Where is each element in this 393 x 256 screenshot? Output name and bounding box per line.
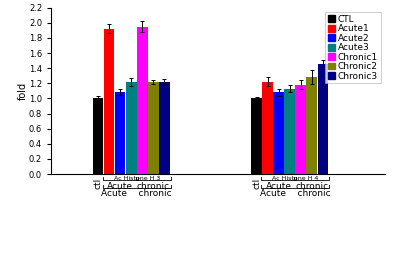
Bar	[126, 82, 136, 174]
Text: Acute    chronic: Acute chronic	[101, 189, 172, 198]
Bar	[318, 65, 328, 174]
Bar	[274, 92, 284, 174]
Text: Ac Histone H 3: Ac Histone H 3	[114, 176, 160, 180]
Bar	[252, 99, 262, 174]
Text: Ac Histone H 4: Ac Histone H 4	[272, 176, 318, 180]
Text: chronic: chronic	[295, 182, 328, 191]
Text: Acute: Acute	[266, 182, 292, 191]
Text: Acute: Acute	[107, 182, 133, 191]
Bar	[307, 77, 317, 174]
Text: chronic: chronic	[137, 182, 170, 191]
Bar	[263, 82, 273, 174]
Bar	[115, 92, 125, 174]
Bar	[93, 99, 103, 174]
Bar	[137, 27, 147, 174]
Bar	[104, 29, 114, 174]
Bar	[148, 82, 158, 174]
Bar	[285, 89, 295, 174]
Bar	[296, 85, 306, 174]
Legend: CTL, Acute1, Acute2, Acute3, Chronic1, Chronic2, Chronic3: CTL, Acute1, Acute2, Acute3, Chronic1, C…	[325, 12, 381, 83]
Text: Acute    chronic: Acute chronic	[260, 189, 331, 198]
Text: ctl: ctl	[94, 178, 103, 189]
Y-axis label: fold: fold	[17, 82, 28, 100]
Bar	[159, 82, 170, 174]
Text: ctl: ctl	[252, 178, 261, 189]
